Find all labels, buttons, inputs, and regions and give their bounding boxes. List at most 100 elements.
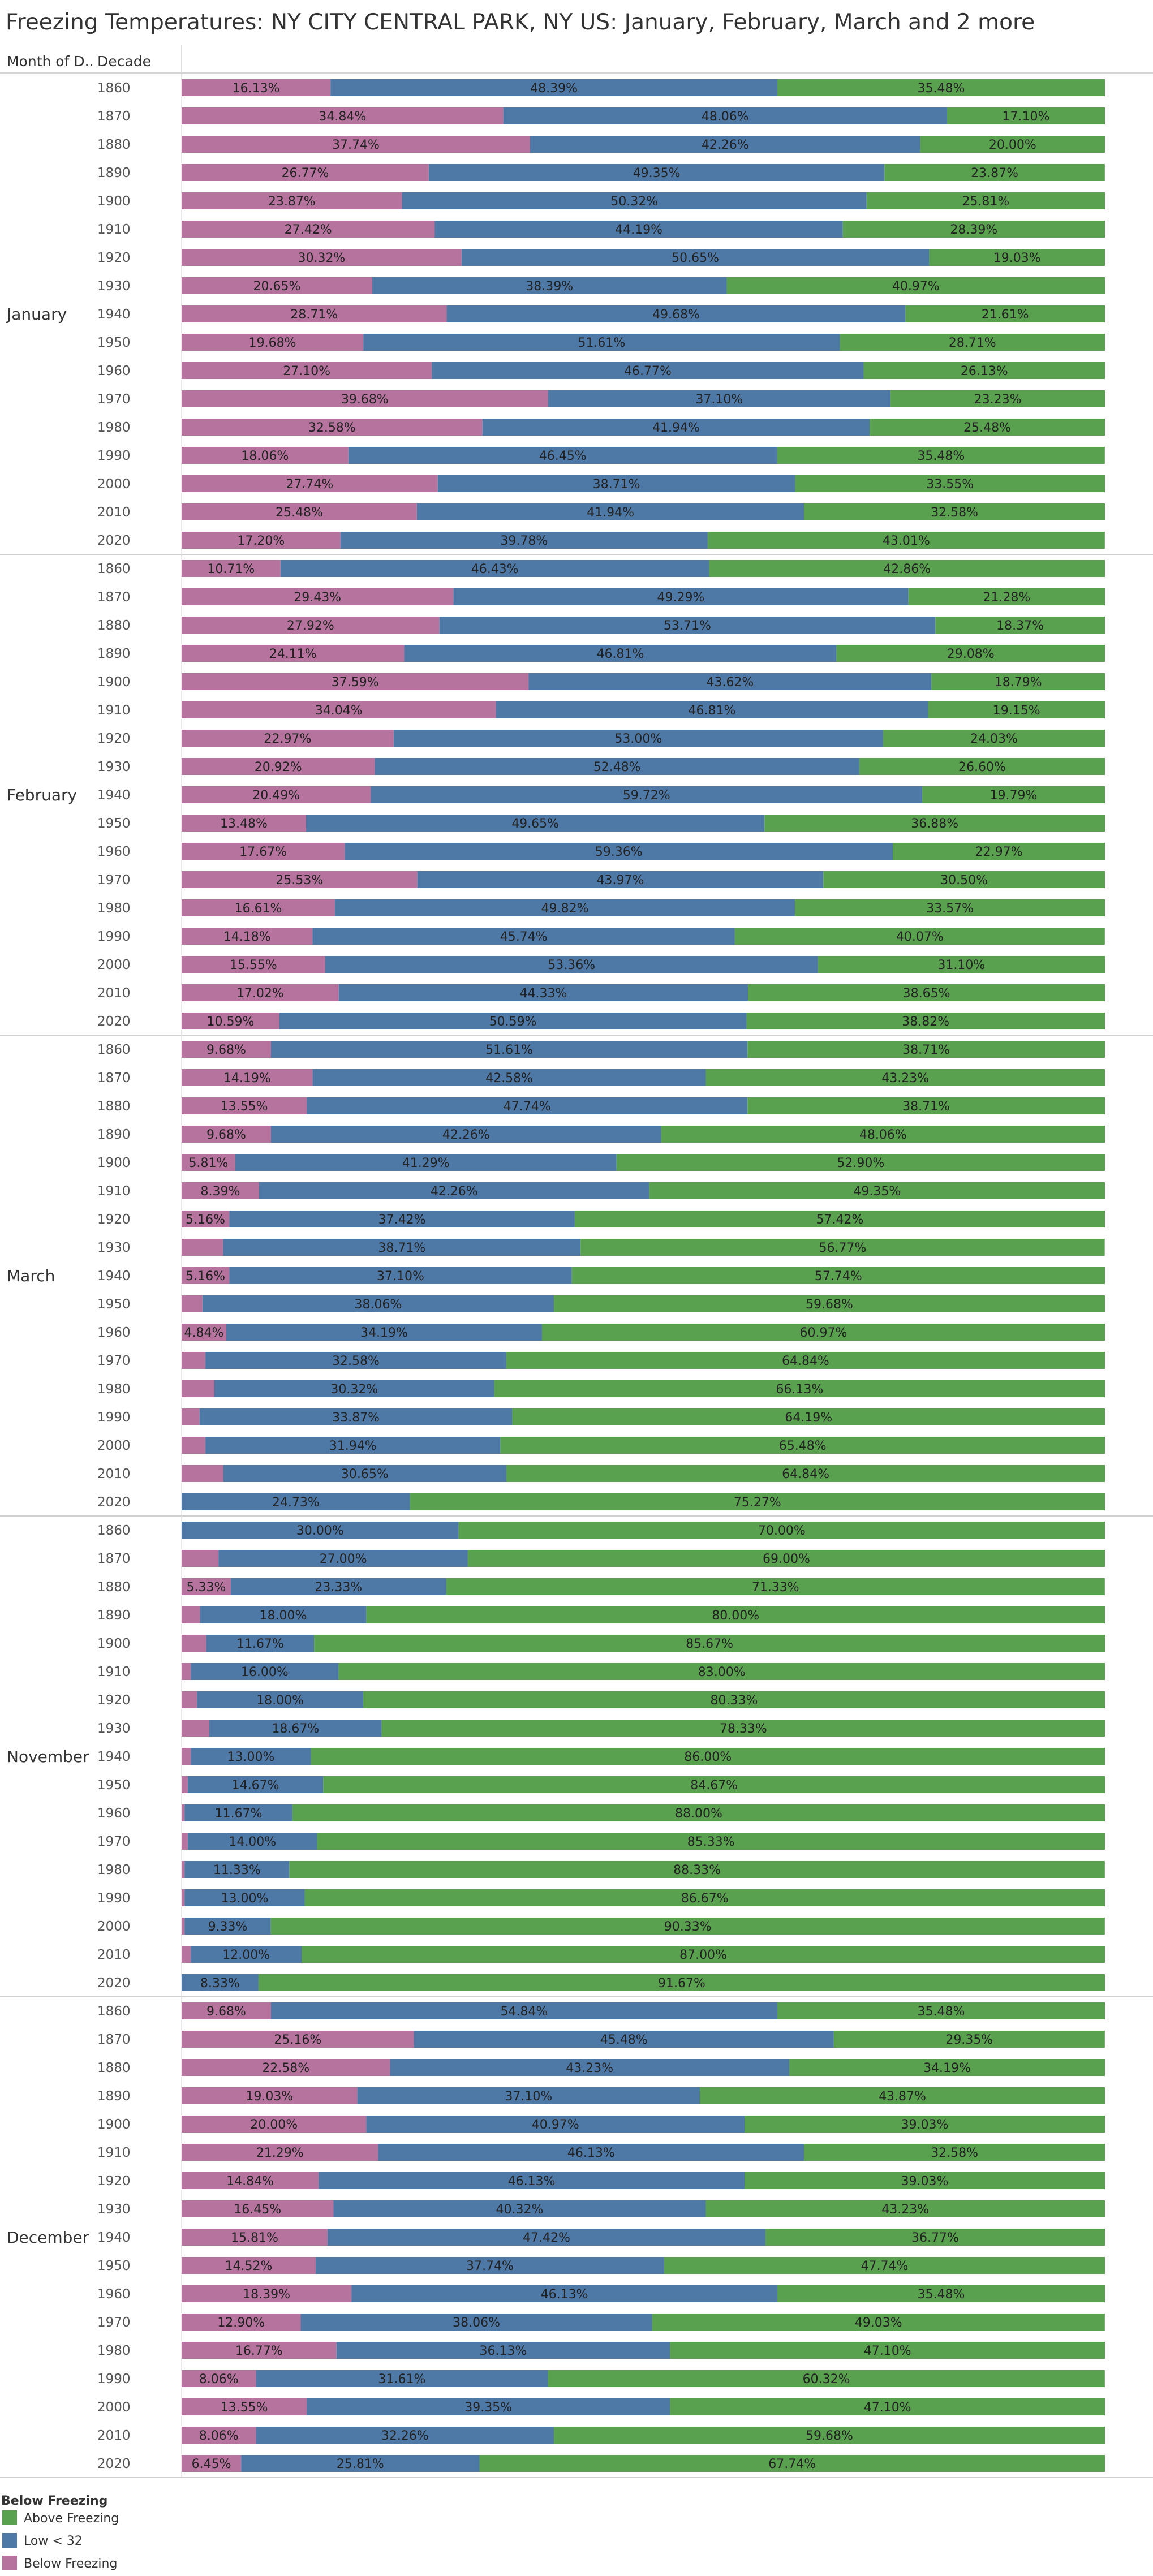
bar-segment-below[interactable] bbox=[182, 843, 345, 860]
bar-segment-low[interactable] bbox=[439, 617, 936, 634]
bar-segment-low[interactable] bbox=[345, 843, 893, 860]
bar-row[interactable]: 1890 24.11% 46.81% 29.08% bbox=[97, 645, 1105, 662]
bar-segment-above[interactable] bbox=[479, 2455, 1105, 2472]
bar-segment-low[interactable] bbox=[372, 277, 727, 294]
bar-row[interactable]: 1900 23.87% 50.32% 25.81% bbox=[97, 192, 1105, 209]
bar-segment-above[interactable] bbox=[670, 2398, 1105, 2415]
bar-segment-low[interactable] bbox=[307, 1097, 748, 1114]
bar-segment-above[interactable] bbox=[818, 956, 1105, 973]
bar-row[interactable]: 1930 38.71% 56.77% bbox=[97, 1239, 1105, 1256]
bar-segment-above[interactable] bbox=[458, 1522, 1105, 1539]
bar-segment-above[interactable] bbox=[928, 701, 1105, 718]
bar-segment-above[interactable] bbox=[652, 2314, 1105, 2331]
bar-segment-below[interactable] bbox=[182, 786, 371, 803]
bar-segment-above[interactable] bbox=[747, 1097, 1105, 1114]
bar-segment-low[interactable] bbox=[338, 984, 748, 1001]
bar-segment-above[interactable] bbox=[700, 2087, 1105, 2104]
bar-segment-above[interactable] bbox=[842, 221, 1105, 238]
bar-row[interactable]: 2010 25.48% 41.94% 32.58% bbox=[97, 503, 1105, 520]
bar-segment-low[interactable] bbox=[319, 2172, 745, 2189]
bar-segment-above[interactable] bbox=[500, 1437, 1105, 1454]
bar-segment-low[interactable] bbox=[371, 786, 923, 803]
bar-segment-low[interactable] bbox=[191, 1748, 311, 1765]
bar-segment-low[interactable] bbox=[548, 390, 891, 407]
bar-row[interactable]: 1980 11.33% 88.33% bbox=[97, 1861, 1105, 1878]
bar-segment-low[interactable] bbox=[200, 1606, 367, 1623]
bar-segment-low[interactable] bbox=[182, 1974, 259, 1991]
bar-segment-low[interactable] bbox=[223, 1465, 506, 1482]
bar-segment-below[interactable] bbox=[182, 1833, 188, 1850]
bar-segment-low[interactable] bbox=[205, 1437, 501, 1454]
bar-segment-below[interactable] bbox=[182, 1889, 185, 1906]
bar-row[interactable]: 1970 14.00% 85.33% bbox=[97, 1833, 1105, 1850]
bar-row[interactable]: 1930 16.45% 40.32% 43.23% bbox=[97, 2200, 1105, 2217]
bar-segment-above[interactable] bbox=[705, 1069, 1105, 1086]
bar-segment-above[interactable] bbox=[823, 871, 1105, 888]
bar-segment-below[interactable] bbox=[182, 1578, 231, 1595]
bar-segment-below[interactable] bbox=[182, 2172, 319, 2189]
bar-segment-below[interactable] bbox=[182, 79, 331, 96]
bar-row[interactable]: 1880 37.74% 42.26% 20.00% bbox=[97, 136, 1105, 153]
bar-segment-below[interactable] bbox=[182, 1465, 223, 1482]
bar-row[interactable]: 1960 18.39% 46.13% 35.48% bbox=[97, 2285, 1105, 2302]
bar-segment-low[interactable] bbox=[206, 1635, 315, 1652]
bar-segment-above[interactable] bbox=[323, 1776, 1105, 1793]
bar-segment-below[interactable] bbox=[182, 1748, 191, 1765]
bar-row[interactable]: 1910 8.39% 42.26% 49.35% bbox=[97, 1182, 1105, 1199]
bar-segment-below[interactable] bbox=[182, 1606, 200, 1623]
bar-segment-below[interactable] bbox=[182, 1041, 271, 1058]
bar-segment-below[interactable] bbox=[182, 1126, 271, 1143]
bar-row[interactable]: 1940 20.49% 59.72% 19.79% bbox=[97, 786, 1105, 803]
bar-row[interactable]: 1940 13.00% 86.00% bbox=[97, 1748, 1105, 1765]
bar-row[interactable]: 1910 34.04% 46.81% 19.15% bbox=[97, 701, 1105, 718]
bar-row[interactable]: 1860 16.13% 48.39% 35.48% bbox=[97, 79, 1105, 96]
bar-segment-below[interactable] bbox=[182, 1324, 226, 1341]
bar-segment-above[interactable] bbox=[649, 1182, 1105, 1199]
bar-row[interactable]: 1890 18.00% 80.00% bbox=[97, 1606, 1105, 1623]
bar-segment-below[interactable] bbox=[182, 1861, 185, 1878]
bar-segment-low[interactable] bbox=[218, 1550, 468, 1567]
bar-segment-above[interactable] bbox=[289, 1861, 1105, 1878]
bar-segment-low[interactable] bbox=[328, 2229, 765, 2246]
bar-segment-below[interactable] bbox=[182, 2427, 256, 2444]
bar-segment-low[interactable] bbox=[300, 2314, 652, 2331]
bar-segment-above[interactable] bbox=[574, 1211, 1105, 1227]
bar-row[interactable]: 1890 26.77% 49.35% 23.87% bbox=[97, 164, 1105, 181]
bar-segment-above[interactable] bbox=[506, 1352, 1105, 1369]
bar-segment-above[interactable] bbox=[859, 758, 1105, 775]
bar-row[interactable]: 1970 12.90% 38.06% 49.03% bbox=[97, 2314, 1105, 2331]
bar-segment-above[interactable] bbox=[616, 1154, 1105, 1171]
bar-segment-low[interactable] bbox=[182, 1493, 410, 1510]
bar-segment-below[interactable] bbox=[182, 758, 375, 775]
bar-segment-below[interactable] bbox=[182, 645, 405, 662]
bar-segment-below[interactable] bbox=[182, 107, 504, 124]
bar-segment-above[interactable] bbox=[541, 1324, 1105, 1341]
bar-segment-low[interactable] bbox=[270, 1041, 748, 1058]
bar-segment-below[interactable] bbox=[182, 532, 341, 549]
bar-segment-above[interactable] bbox=[905, 305, 1105, 322]
bar-row[interactable]: 2010 30.65% 64.84% bbox=[97, 1465, 1105, 1482]
bar-segment-below[interactable] bbox=[182, 1550, 219, 1567]
bar-row[interactable]: 1880 5.33% 23.33% 71.33% bbox=[97, 1578, 1105, 1595]
bar-segment-below[interactable] bbox=[182, 2229, 328, 2246]
bar-row[interactable]: 1870 14.19% 42.58% 43.23% bbox=[97, 1069, 1105, 1086]
bar-segment-low[interactable] bbox=[416, 503, 804, 520]
bar-row[interactable]: 1960 11.67% 88.00% bbox=[97, 1804, 1105, 1821]
bar-segment-below[interactable] bbox=[182, 1804, 185, 1821]
bar-segment-below[interactable] bbox=[182, 2144, 378, 2161]
bar-segment-below[interactable] bbox=[182, 475, 438, 492]
bar-segment-low[interactable] bbox=[307, 2398, 670, 2415]
bar-segment-low[interactable] bbox=[229, 1211, 575, 1227]
legend[interactable]: Below Freezing Above Freezing Low < 32 Bel… bbox=[1, 2494, 119, 2571]
bar-segment-low[interactable] bbox=[209, 1720, 382, 1737]
bar-segment-below[interactable] bbox=[182, 2031, 414, 2048]
bar-row[interactable]: 1990 14.18% 45.74% 40.07% bbox=[97, 928, 1105, 945]
bar-segment-above[interactable] bbox=[258, 1974, 1105, 1991]
bar-row[interactable]: 1960 17.67% 59.36% 22.97% bbox=[97, 843, 1105, 860]
bar-segment-above[interactable] bbox=[661, 1126, 1105, 1143]
bar-row[interactable]: 1950 38.06% 59.68% bbox=[97, 1295, 1105, 1312]
bar-row[interactable]: 1960 27.10% 46.77% 26.13% bbox=[97, 362, 1105, 379]
bar-segment-low[interactable] bbox=[280, 560, 709, 577]
bar-segment-below[interactable] bbox=[182, 2257, 316, 2274]
bar-segment-above[interactable] bbox=[709, 560, 1105, 577]
